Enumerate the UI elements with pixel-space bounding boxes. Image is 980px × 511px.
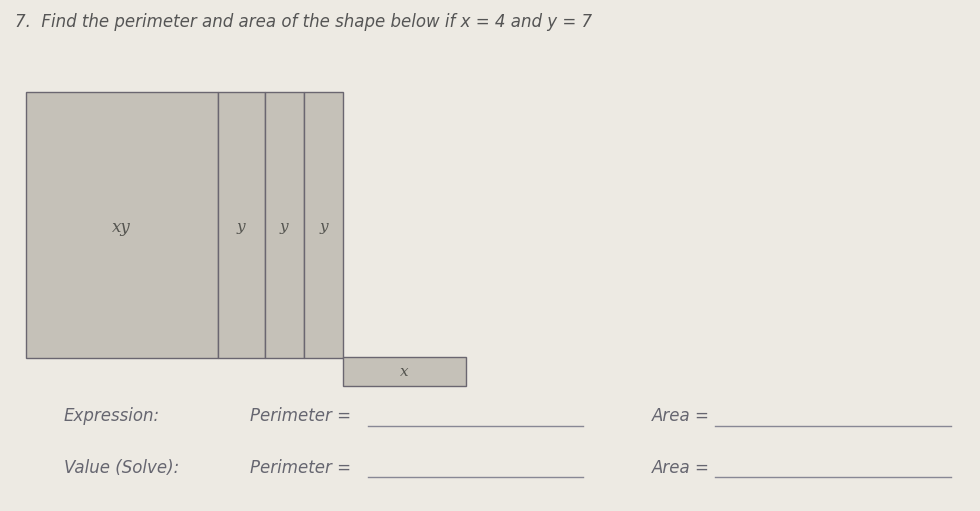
Text: x: x (401, 365, 409, 379)
Text: Value (Solve):: Value (Solve): (64, 458, 179, 477)
Text: Expression:: Expression: (64, 407, 160, 426)
Bar (265, 92, 304, 358)
Text: Perimeter =: Perimeter = (250, 458, 356, 477)
Text: Area =: Area = (652, 407, 714, 426)
Text: y: y (280, 220, 288, 235)
Text: y: y (319, 220, 327, 235)
Text: Perimeter =: Perimeter = (250, 407, 356, 426)
Bar (218, 92, 265, 358)
Bar (26, 92, 218, 358)
Text: Area =: Area = (652, 458, 714, 477)
Text: xy: xy (112, 219, 131, 236)
Bar (343, 357, 466, 386)
Bar (304, 92, 343, 358)
Text: y: y (237, 220, 245, 235)
Text: 7.  Find the perimeter and area of the shape below if x = 4 and y = 7: 7. Find the perimeter and area of the sh… (15, 13, 592, 31)
